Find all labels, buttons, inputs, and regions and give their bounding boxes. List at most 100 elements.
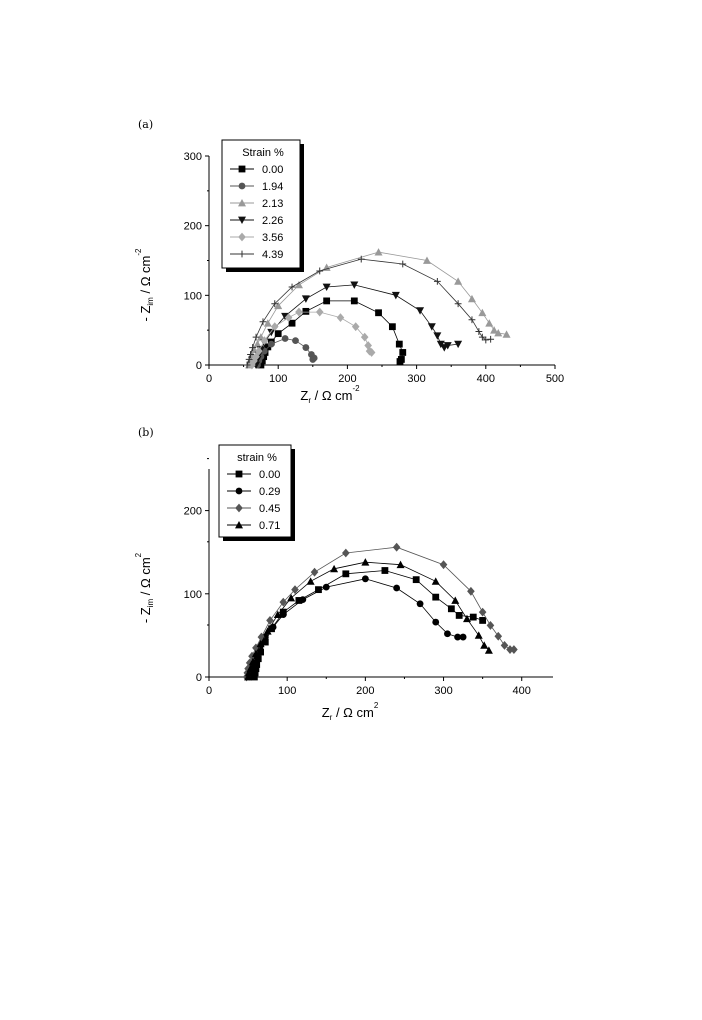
data-point	[463, 614, 471, 623]
data-point	[469, 613, 477, 621]
data-point	[467, 294, 476, 303]
data-point	[506, 645, 514, 654]
data-point	[301, 295, 310, 303]
data-point	[252, 665, 260, 673]
data-point	[254, 655, 262, 663]
data-point	[455, 612, 463, 619]
data-point	[284, 313, 293, 323]
data-point	[267, 328, 276, 337]
data-point	[475, 328, 483, 335]
legend-label: 2.26	[262, 215, 283, 227]
y-axis-title: - Zim / Ω cm-2	[134, 248, 155, 322]
data-point	[251, 669, 259, 677]
data-point	[468, 316, 476, 324]
data-point	[322, 583, 330, 591]
legend-label: 0.71	[259, 520, 280, 532]
data-point	[310, 567, 319, 577]
data-point	[454, 633, 462, 641]
y-tick-label: 200	[184, 221, 202, 233]
legend: Strain % 0.00 1.94 2.13 2.26 3.56 4.39	[221, 139, 304, 272]
data-point	[315, 586, 322, 594]
data-point	[271, 300, 279, 308]
legend-marker	[238, 182, 246, 190]
x-tick-label: 200	[356, 685, 374, 697]
data-point	[309, 356, 317, 363]
data-point	[330, 564, 339, 573]
data-point	[274, 330, 282, 338]
data-point	[399, 349, 407, 356]
data-point	[490, 326, 499, 334]
data-point	[250, 356, 258, 366]
data-point	[459, 633, 467, 641]
data-point	[266, 616, 274, 625]
x-axis-title: Zr / Ω cm-2	[300, 384, 360, 405]
data-point	[478, 308, 487, 317]
data-point	[467, 586, 475, 596]
chart-panel-a: (a) 0 100 200 300 0 100 200 300 400 500 Zr / Ω cm-2…	[134, 118, 564, 405]
legend-title: strain %	[237, 452, 277, 464]
x-tick-label: 300	[434, 685, 452, 697]
data-point	[416, 600, 424, 608]
data-point	[485, 319, 494, 327]
legend-label: 3.56	[262, 232, 283, 244]
data-point	[291, 585, 299, 595]
x-tick-label: 200	[338, 373, 356, 385]
y-tick-label: 200	[184, 506, 202, 518]
data-point	[412, 576, 420, 584]
data-point	[479, 617, 487, 624]
data-point	[279, 611, 287, 618]
legend: strain % 0.00 0.29 0.45 0.71	[218, 444, 295, 541]
data-point	[263, 627, 272, 635]
series-3.56	[248, 307, 376, 370]
data-point	[454, 277, 463, 285]
x-axis-title: Zr / Ω cm2	[322, 701, 379, 722]
legend-label: 4.39	[262, 249, 283, 261]
data-point	[255, 346, 263, 356]
data-point	[306, 577, 315, 585]
panel-label: (b)	[138, 426, 154, 439]
data-point	[302, 307, 310, 315]
data-point	[253, 340, 262, 348]
data-point	[487, 335, 495, 343]
data-point	[336, 313, 345, 323]
legend-box	[221, 139, 301, 269]
data-point	[350, 281, 359, 289]
data-point	[474, 631, 483, 639]
data-point	[250, 673, 258, 681]
data-point	[251, 649, 260, 658]
data-point	[270, 322, 279, 332]
data-point	[288, 283, 296, 291]
y-tick-label: 300	[184, 151, 202, 163]
data-point	[295, 597, 303, 604]
legend-label: 0.00	[259, 469, 280, 481]
data-point	[295, 307, 303, 317]
data-point	[388, 323, 396, 331]
data-point	[393, 584, 401, 592]
legend-label: 2.13	[262, 198, 283, 210]
series-line	[249, 578, 464, 678]
data-point	[315, 307, 324, 317]
data-point	[447, 605, 455, 613]
data-point	[257, 648, 264, 656]
legend-marker	[238, 165, 246, 173]
legend-marker	[238, 216, 246, 224]
data-point	[484, 646, 493, 654]
data-point	[392, 542, 401, 552]
data-point	[249, 344, 256, 351]
data-point	[478, 607, 487, 617]
data-point	[396, 358, 404, 365]
data-point	[350, 297, 358, 305]
data-point	[391, 291, 400, 300]
data-point	[454, 340, 463, 349]
data-point	[299, 596, 307, 604]
data-point	[269, 623, 277, 631]
y-tick-label: 100	[184, 290, 202, 302]
x-tick-label: 300	[407, 373, 425, 385]
x-tick-label: 100	[278, 685, 296, 697]
x-tick-label: 100	[269, 373, 287, 385]
legend-marker	[238, 250, 246, 258]
series-0.71	[244, 558, 493, 681]
data-point	[431, 577, 440, 585]
data-point	[361, 558, 370, 566]
y-tick-label: 100	[184, 589, 202, 601]
